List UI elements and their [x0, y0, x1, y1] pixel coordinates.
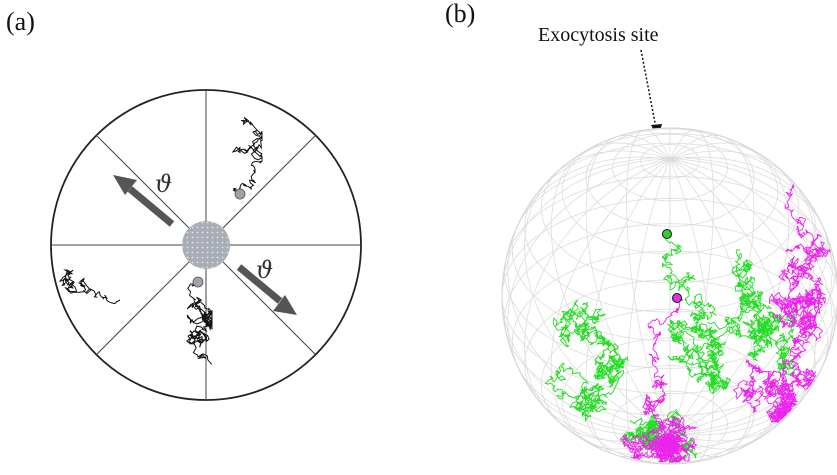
panel-a: (a) ϑ ϑ	[6, 7, 362, 401]
magenta-path-segment	[619, 421, 698, 462]
longitude-line	[550, 158, 671, 450]
longitude-line	[669, 156, 833, 434]
center-disk	[182, 221, 230, 269]
panel-b-label: (b)	[445, 0, 475, 28]
exocytosis-site-label: Exocytosis site	[538, 24, 659, 46]
longitude-line	[524, 158, 671, 442]
magenta-path-segment	[769, 183, 831, 347]
sphere-outline	[501, 127, 837, 465]
theta-label-upper: ϑ	[155, 170, 172, 198]
magenta-marker	[672, 293, 682, 303]
longitude-line	[669, 158, 837, 434]
trajectory-a	[231, 117, 263, 193]
sector-lines	[51, 90, 361, 400]
longitude-line	[669, 158, 833, 436]
magenta-path-segment	[732, 336, 817, 423]
longitude-line	[669, 159, 755, 458]
green-path-segment	[544, 299, 629, 422]
panel-a-label: (a)	[6, 7, 35, 36]
sector-line	[205, 244, 316, 355]
sector-line	[205, 135, 316, 246]
theta-label-lower: ϑ	[256, 256, 273, 284]
rotation-arrow-lower-right	[236, 264, 297, 315]
small-particle-upper	[234, 188, 246, 200]
longitude-line	[626, 129, 671, 433]
longitude-line	[507, 158, 671, 436]
longitude-line	[669, 142, 790, 434]
small-particle-lower	[192, 276, 204, 288]
trajectory-a	[58, 269, 121, 305]
trajectories-a	[58, 117, 263, 365]
panel-b: (b) Exocytosis site	[445, 0, 837, 465]
longitude-line	[626, 159, 671, 463]
longitude-line	[524, 150, 671, 434]
longitude-line	[669, 129, 714, 433]
sphere	[502, 128, 837, 464]
exocytosis-pointer	[640, 49, 657, 129]
sector-line	[96, 244, 207, 355]
rotation-arrow-upper-left	[113, 175, 175, 227]
trajectory-a	[185, 283, 213, 365]
green-path-segment	[707, 249, 799, 376]
sector-line	[96, 135, 207, 246]
longitude-line	[669, 158, 816, 442]
magenta-trajectory	[619, 183, 831, 464]
green-path-segment	[661, 230, 746, 395]
longitude-line	[585, 134, 671, 433]
green-marker	[662, 229, 672, 239]
